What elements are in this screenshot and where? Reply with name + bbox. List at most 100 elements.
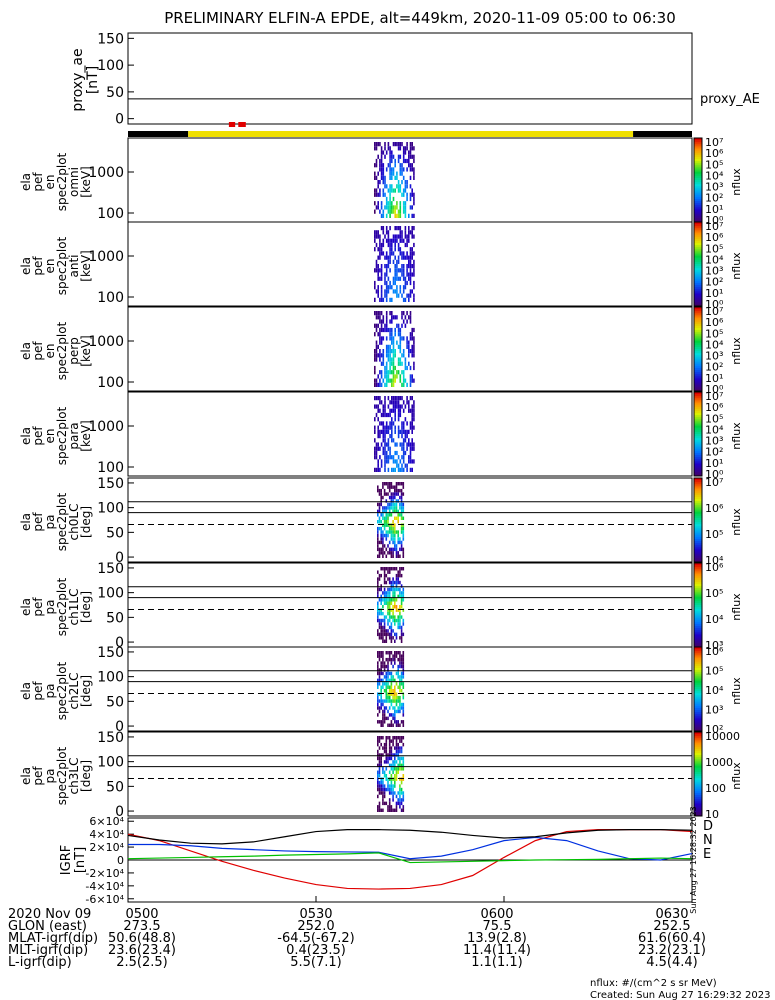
spectrogram-cell: [388, 601, 391, 605]
spectrogram-cell: [391, 340, 393, 345]
spectrogram-cell: [394, 242, 396, 248]
spectrogram-cell: [394, 417, 396, 422]
colorbar-cell: [694, 257, 702, 261]
spectrogram-cell: [402, 425, 405, 430]
colorbar-cell: [694, 211, 702, 215]
spectrogram-cell: [379, 188, 381, 193]
spectrogram-cell: [394, 601, 396, 605]
spectrogram-cell: [413, 226, 415, 231]
spectrogram-cell: [402, 547, 405, 552]
spectrogram-cell: [411, 353, 413, 358]
spectrogram-cell: [387, 404, 390, 409]
spectrogram-cell: [382, 319, 385, 324]
spectrogram-cell: [409, 184, 412, 189]
ylabel-word: en: [43, 344, 57, 359]
spectrogram-cell: [406, 446, 408, 451]
spectrogram-cell: [391, 167, 393, 172]
spectrogram-cell: [395, 720, 398, 724]
spectrogram-cell: [388, 736, 391, 740]
spectrogram-cell: [401, 323, 403, 328]
colorbar-cell: [694, 480, 702, 483]
spectrogram-cell: [399, 784, 401, 788]
spectrogram-cell: [402, 798, 405, 802]
spectrogram-cell: [401, 429, 403, 434]
spectrogram-cell: [380, 632, 382, 637]
spectrogram-cell: [387, 163, 390, 168]
spectrogram-cell: [400, 678, 403, 683]
spectrogram-cell: [385, 509, 388, 514]
spectrogram-cell: [391, 361, 393, 366]
ae-frame: [127, 32, 693, 125]
spectrogram-cell: [406, 251, 408, 256]
spectrogram-cell: [380, 289, 383, 294]
spectrogram-cell: [401, 404, 403, 409]
ylabel-word: pa: [43, 515, 57, 530]
spectrogram-cell: [374, 446, 376, 451]
spectrogram-cell: [390, 598, 393, 602]
spectrogram-cell: [409, 332, 412, 337]
colorbar-cell: [694, 215, 702, 219]
spectrogram-cell: [377, 742, 379, 747]
spectrogram-cell: [385, 591, 388, 595]
spectrogram-cell: [380, 520, 382, 524]
spectrogram-cell: [399, 801, 401, 806]
spectrogram-cell: [382, 654, 384, 658]
colorbar-cell: [694, 295, 702, 299]
spectrogram-cell: [385, 716, 388, 721]
spectrogram-cell: [379, 158, 381, 164]
ylabel-word: pef: [31, 766, 45, 786]
spectrogram-cell: [396, 404, 398, 409]
spectrogram-cell: [380, 361, 383, 366]
colorbar-cell: [694, 297, 702, 301]
spectrogram-cell: [391, 400, 393, 405]
spectrogram-cell: [389, 167, 391, 172]
ytick-label: 100: [97, 375, 124, 391]
colorbar-cell: [694, 434, 702, 437]
spectrogram-cell: [394, 526, 396, 531]
spectrogram-cell: [402, 657, 405, 662]
spectrogram-cell: [399, 615, 401, 619]
spectrogram-cell: [382, 506, 384, 510]
spectrogram-cell: [394, 175, 396, 180]
footer-value: 5.5(7.1): [290, 955, 342, 970]
spectrogram-cell: [402, 774, 405, 778]
spectrogram-cell: [382, 408, 385, 413]
colorbar-cell: [694, 724, 702, 728]
spectrogram-cell: [395, 573, 398, 578]
ylabel-word: [keV]: [79, 420, 93, 451]
spectrogram-cell: [387, 255, 390, 260]
spectrogram-cell: [400, 526, 403, 531]
spectrogram-cell: [383, 594, 386, 599]
colorbar-cell: [694, 795, 702, 798]
spectrogram-cell: [406, 429, 408, 434]
spectrogram-cell: [380, 242, 383, 248]
spectrogram-cell: [391, 396, 393, 401]
spectrogram-cell: [392, 675, 394, 679]
ae-ylabel: proxy_ae[nT]: [70, 48, 101, 111]
colorbar-cell: [694, 699, 702, 703]
colorbar-cell: [694, 293, 702, 296]
spectrogram-cell: [397, 146, 400, 151]
spectrogram-cell: [384, 234, 386, 239]
spectrogram-cell: [387, 594, 389, 599]
colorbar-cell: [694, 177, 702, 181]
spectrogram-cell: [375, 382, 378, 387]
colorbar-cell: [694, 417, 702, 420]
spectrogram-cell: [389, 213, 391, 218]
spectrogram-cell: [374, 146, 376, 151]
spectrogram-cell: [402, 459, 405, 464]
spectrogram-cell: [402, 805, 405, 809]
spectrogram-cell: [394, 540, 396, 545]
spectrogram-cell: [380, 150, 383, 155]
spectrogram-cell: [378, 739, 381, 743]
spectrogram-cell: [380, 154, 383, 159]
colorbar-cell: [694, 488, 702, 492]
spectrogram-cell: [413, 365, 415, 371]
spectrogram-cell: [394, 587, 396, 592]
igrf-ytick-label: 0: [117, 854, 124, 867]
spectrogram-cell: [397, 763, 399, 768]
spectrogram-cell: [409, 382, 412, 387]
spectrogram-cell: [394, 537, 396, 541]
colorbar-cell: [694, 780, 702, 783]
spectrogram-cell: [380, 678, 382, 683]
